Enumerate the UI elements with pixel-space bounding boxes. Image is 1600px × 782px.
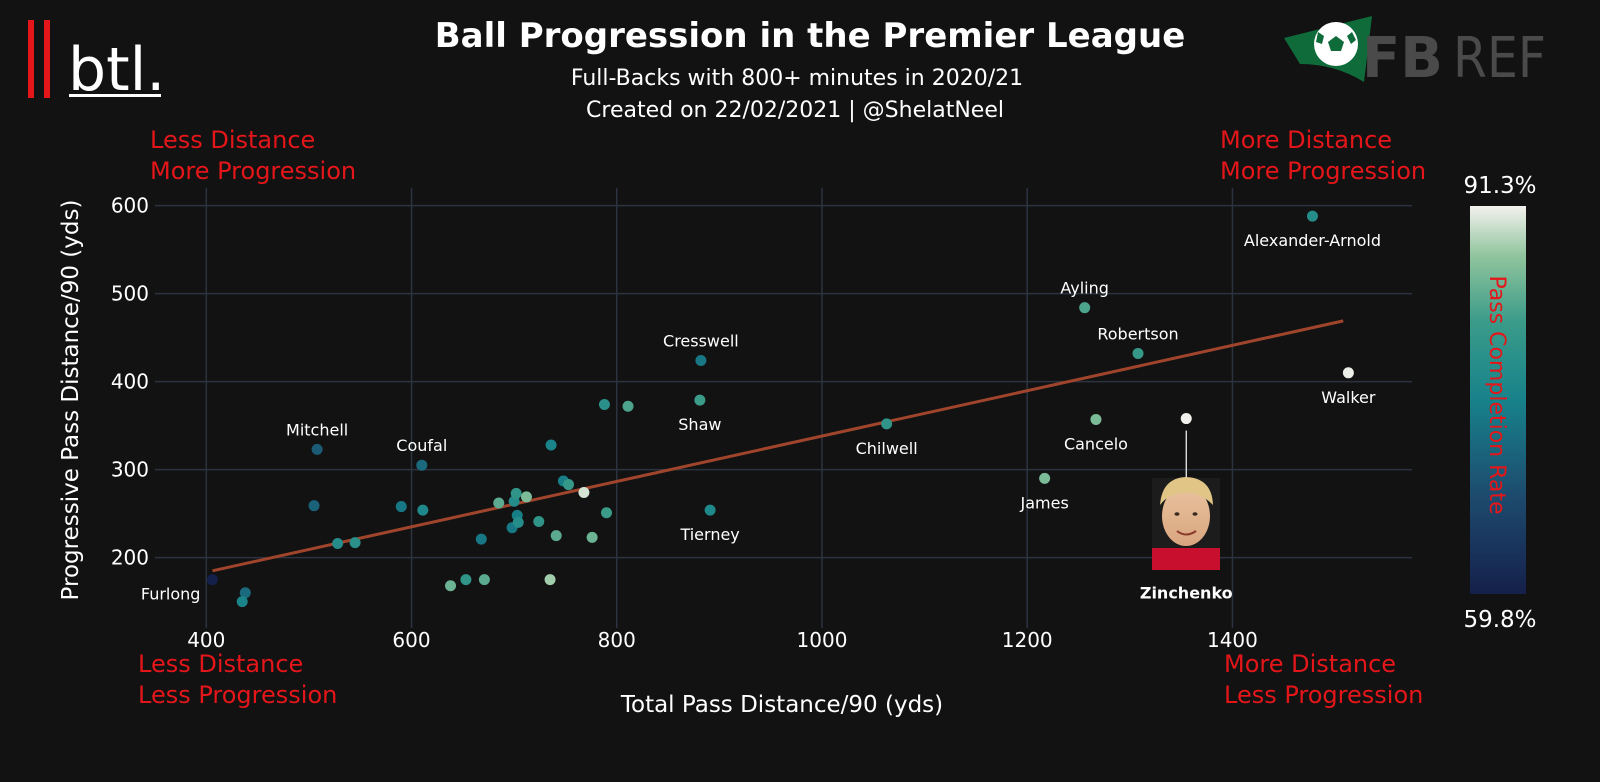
- data-point: [622, 400, 634, 412]
- player-label: Cresswell: [663, 331, 739, 350]
- player-label: Robertson: [1097, 324, 1178, 343]
- brand-bar-left: [28, 20, 34, 98]
- player-label: Coufal: [396, 436, 447, 455]
- brand-underline: [69, 94, 161, 97]
- point-tierney: [704, 504, 716, 516]
- data-point: [563, 479, 575, 491]
- y-tick-label: 600: [111, 194, 149, 218]
- x-tick-label: 400: [187, 628, 225, 652]
- colorbar-gradient: [1470, 206, 1526, 594]
- trendline: [212, 319, 1344, 573]
- fbref-fb-text: FB: [1362, 26, 1443, 91]
- data-point: [460, 574, 472, 586]
- y-tick-label: 400: [111, 370, 149, 394]
- btl-logo: btl.: [28, 20, 165, 105]
- data-points: [206, 210, 1354, 608]
- data-point: [600, 507, 612, 519]
- colorbar-max: 91.3%: [1463, 173, 1536, 199]
- colorbar-min: 59.8%: [1463, 607, 1536, 633]
- data-point: [533, 516, 545, 528]
- x-axis-label: Total Pass Distance/90 (yds): [620, 692, 943, 718]
- y-tick-label: 200: [111, 546, 149, 570]
- data-point: [578, 486, 590, 498]
- data-point: [493, 497, 505, 509]
- data-point: [239, 587, 251, 599]
- chart-title: Ball Progression in the Premier League: [435, 16, 1186, 56]
- quadrant-bottom-left: Less Distance Less Progression: [138, 650, 337, 709]
- player-label: Walker: [1321, 388, 1376, 407]
- data-point: [417, 504, 429, 516]
- data-point: [332, 538, 344, 550]
- point-robertson: [1132, 347, 1144, 359]
- player-label: Cancelo: [1064, 434, 1128, 453]
- y-tick-label: 300: [111, 458, 149, 482]
- point-zinchenko: [1180, 413, 1192, 425]
- created-line: Created on 22/02/2021 | @ShelatNeel: [586, 98, 1004, 123]
- player-label: Tierney: [679, 525, 739, 544]
- photo-hair: [1160, 477, 1213, 505]
- data-point: [395, 501, 407, 513]
- chart-subtitle: Full-Backs with 800+ minutes in 2020/21: [571, 66, 1023, 91]
- player-labels: Alexander-Arnold Ayling Robertson Walker Can…: [141, 231, 1381, 603]
- player-label: Ayling: [1060, 279, 1109, 298]
- quadrant-top-right: More Distance More Progression: [1220, 126, 1426, 185]
- data-point: [445, 580, 457, 592]
- quadrant-top-left: Less Distance More Progression: [150, 126, 356, 185]
- player-label: Shaw: [678, 415, 721, 434]
- brand-text: btl.: [68, 35, 165, 105]
- point-alexander-arnold: [1306, 210, 1318, 222]
- point-cancelo: [1090, 413, 1102, 425]
- data-point: [545, 439, 557, 451]
- colorbar: 91.3% 59.8% Pass Completion Rate: [1463, 173, 1536, 633]
- data-point: [550, 530, 562, 542]
- player-label: Furlong: [141, 585, 201, 604]
- data-point: [349, 537, 361, 549]
- data-point: [475, 533, 487, 545]
- data-point: [510, 487, 522, 499]
- data-point: [308, 500, 320, 512]
- colorbar-label: Pass Completion Rate: [1484, 275, 1509, 514]
- x-tick-label: 1400: [1207, 628, 1258, 652]
- point-james: [1039, 472, 1051, 484]
- data-point: [544, 574, 556, 586]
- player-label: Zinchenko: [1140, 584, 1233, 603]
- x-tick-label: 600: [392, 628, 430, 652]
- data-point: [478, 574, 490, 586]
- y-axis-label: Progressive Pass Distance/90 (yds): [58, 200, 84, 601]
- quadrant-bottom-right: More Distance Less Progression: [1224, 650, 1423, 709]
- point-cresswell: [695, 354, 707, 366]
- data-point: [512, 516, 524, 528]
- fbref-ref-text: REF: [1453, 26, 1546, 91]
- point-mitchell: [311, 443, 323, 455]
- data-point: [586, 531, 598, 543]
- point-chilwell: [881, 418, 893, 430]
- player-label: Chilwell: [856, 439, 918, 458]
- zinchenko-photo: [1152, 477, 1220, 570]
- brand-bar-right: [44, 20, 50, 98]
- player-label: Mitchell: [286, 420, 348, 439]
- point-coufal: [416, 459, 428, 471]
- y-tick-label: 500: [111, 282, 149, 306]
- point-furlong: [206, 574, 218, 586]
- player-label: Alexander-Arnold: [1244, 231, 1381, 250]
- x-tick-label: 1200: [1002, 628, 1053, 652]
- fbref-logo: FB REF: [1284, 16, 1546, 91]
- photo-face: [1162, 486, 1210, 546]
- point-ayling: [1079, 302, 1091, 314]
- x-tick-label: 800: [598, 628, 636, 652]
- grid-lines: [155, 188, 1412, 628]
- point-shaw: [694, 394, 706, 406]
- point-walker: [1342, 367, 1354, 379]
- data-point: [236, 596, 248, 608]
- axis-ticks: 400 600 800 1000 1200 1400 200 300 400 500 600: [111, 194, 1258, 652]
- x-tick-label: 1000: [797, 628, 848, 652]
- trendline-group: [212, 319, 1344, 573]
- data-point: [598, 398, 610, 410]
- data-point: [520, 491, 532, 503]
- photo-shirt: [1152, 548, 1220, 570]
- player-label: James: [1019, 493, 1068, 512]
